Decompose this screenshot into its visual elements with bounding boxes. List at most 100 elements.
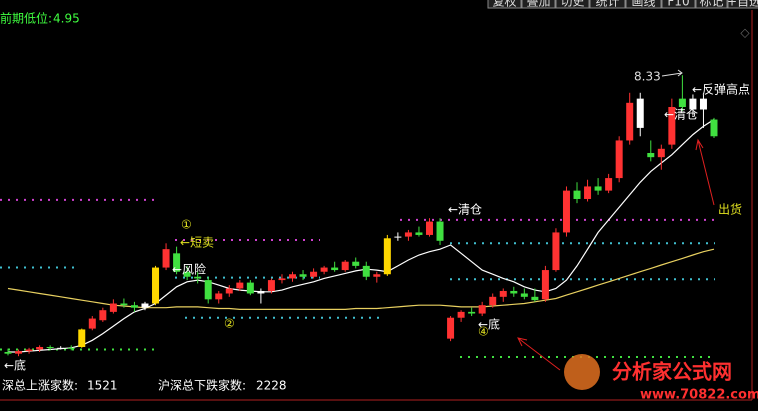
candle-body: [552, 232, 560, 271]
toolbar-button[interactable]: [727, 0, 758, 9]
candle-body: [204, 280, 212, 300]
candle-body: [257, 290, 265, 294]
annotation: ←清仓: [664, 108, 698, 122]
candle-body: [562, 190, 570, 233]
candle-body: [362, 265, 370, 277]
toolbar-label[interactable]: F10: [667, 0, 689, 9]
candle-body: [25, 349, 33, 352]
toolbar-label[interactable]: 画线: [631, 0, 655, 9]
candle-body: [383, 238, 391, 275]
candle-body: [499, 290, 507, 297]
candle-body: [109, 303, 117, 312]
candle-body: [457, 311, 465, 318]
candle-body: [289, 274, 297, 279]
candle-body: [594, 186, 602, 191]
candle-body: [225, 288, 233, 294]
candle-body: [468, 311, 476, 314]
toolbar-button[interactable]: [589, 0, 626, 9]
arrow: [517, 337, 561, 371]
candle-body: [678, 98, 686, 107]
toolbar-label[interactable]: 标记: [699, 0, 723, 9]
toolbar-label[interactable]: 统计: [595, 0, 619, 9]
candle-body: [404, 232, 412, 237]
candle-body: [246, 282, 254, 294]
candle-body: [373, 274, 381, 277]
candle-body: [478, 305, 486, 314]
candle-body: [331, 267, 339, 271]
candle-body: [152, 267, 160, 304]
arrow: [661, 69, 683, 77]
annotation: ④: [478, 325, 489, 339]
watermark-url: www.70822.com: [640, 388, 758, 403]
candle-body: [320, 267, 328, 272]
candle-body: [267, 280, 275, 291]
toolbar-label[interactable]: 切史: [560, 0, 584, 9]
candle-body: [573, 190, 581, 199]
candle-body: [510, 290, 518, 294]
header-value: 4.95: [53, 12, 80, 26]
annotation: 出货: [718, 202, 742, 217]
candle-body: [489, 296, 497, 306]
candle-body: [183, 271, 191, 277]
candle-body: [531, 296, 539, 301]
annotation: ←底: [4, 358, 26, 373]
candle-body: [699, 98, 707, 110]
candle-body: [710, 119, 718, 137]
candle-body: [162, 249, 170, 268]
candle-body: [57, 347, 65, 349]
toolbar-label[interactable]: 复权: [492, 0, 516, 9]
annotation: ←清仓: [448, 203, 482, 217]
candle-body: [657, 148, 665, 158]
footer-value: 2228: [256, 379, 287, 393]
candle-body: [447, 317, 455, 339]
footer-label: 沪深总下跌家数:: [158, 378, 246, 393]
candle-body: [141, 303, 149, 308]
watermark-name: 分析家公式网: [612, 360, 732, 384]
annotation: ②: [224, 317, 235, 331]
toolbar: 复权 叠加 切史 统计 画线 F10 标记 +自选: [487, 0, 758, 9]
annotation: ←反弹高点: [692, 82, 750, 97]
candle-body: [615, 140, 623, 179]
candle-body: [584, 186, 592, 199]
candle-body: [668, 107, 676, 145]
candle-body: [36, 346, 44, 350]
header-label: 前期低位:: [0, 11, 52, 26]
toolbar-button[interactable]: [625, 0, 662, 9]
annotation: ←底: [478, 317, 500, 332]
candle-body: [415, 232, 423, 235]
footer-value: 1521: [87, 379, 118, 393]
candle-body: [46, 346, 54, 348]
toolbar-button[interactable]: [487, 0, 522, 9]
candle-body: [436, 221, 444, 241]
toolbar-label[interactable]: 叠加: [526, 0, 550, 9]
toolbar-button[interactable]: [521, 0, 556, 9]
candle-body: [605, 178, 613, 191]
diamond-icon[interactable]: ◇: [740, 26, 750, 40]
candle-body: [299, 274, 307, 277]
annotation: ←风险: [172, 262, 206, 277]
candle-body: [130, 305, 138, 308]
toolbar-button[interactable]: [661, 0, 696, 9]
candle-body: [215, 293, 223, 300]
candle-body: [425, 221, 433, 235]
candle-body: [99, 310, 107, 321]
toolbar-label[interactable]: +自选: [727, 0, 758, 9]
candle-body: [15, 351, 23, 354]
candle-body: [88, 318, 96, 329]
candle-body: [236, 282, 244, 289]
toolbar-button[interactable]: [695, 0, 728, 9]
plot: [0, 75, 718, 359]
candle-body: [194, 276, 202, 279]
candle-body: [67, 347, 75, 349]
candle-body: [394, 236, 402, 238]
footer-label: 深总上涨家数:: [2, 378, 78, 393]
candle-body: [278, 278, 286, 281]
candle-body: [310, 271, 318, 277]
ma-line: [7, 248, 715, 310]
candle-body: [636, 98, 644, 128]
toolbar-button[interactable]: [555, 0, 590, 9]
candle-body: [647, 152, 655, 158]
